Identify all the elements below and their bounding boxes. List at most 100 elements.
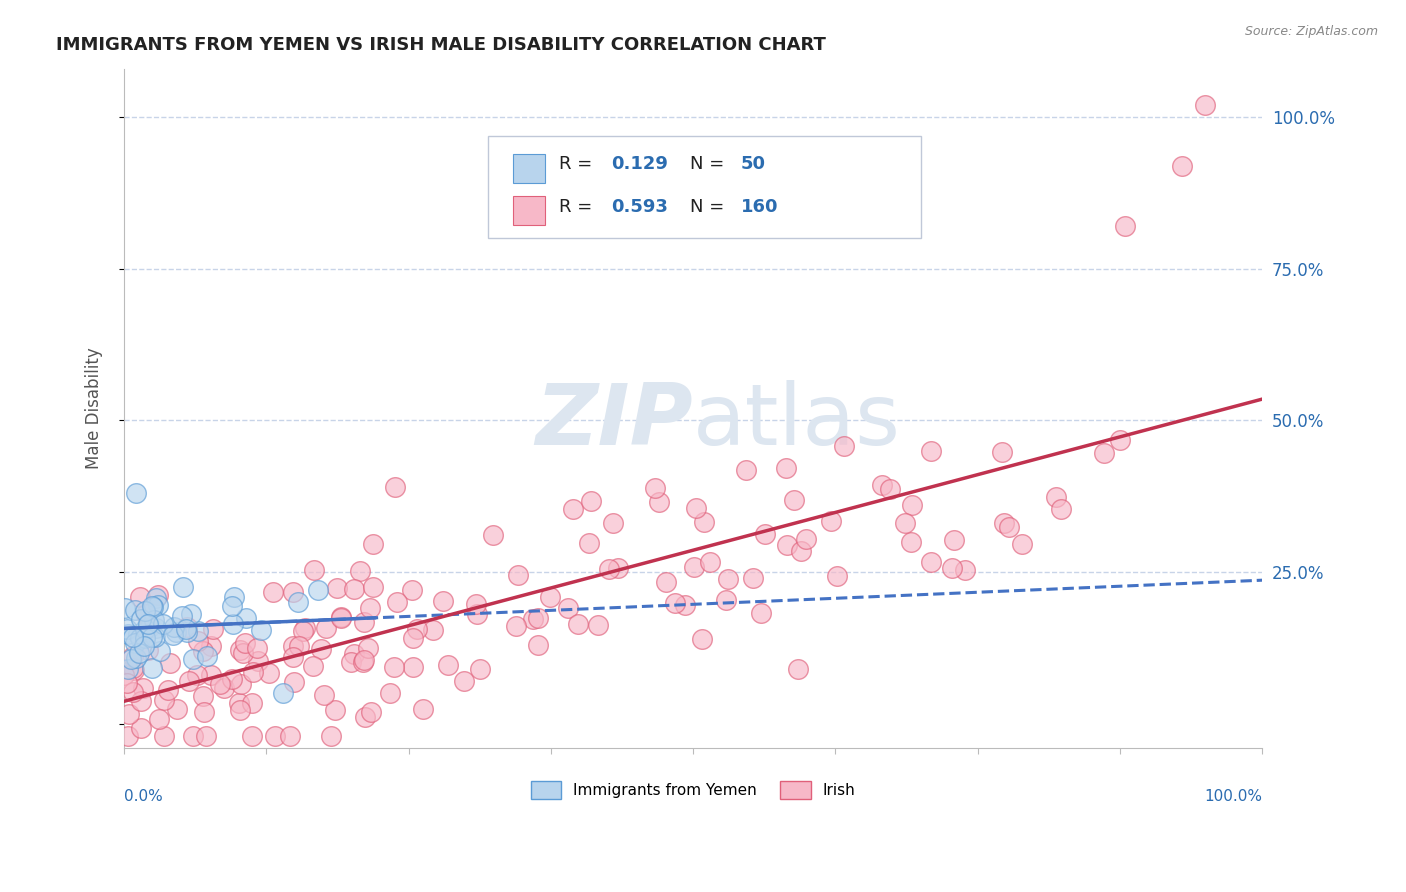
Point — [749, 606, 772, 620]
Point — [145, 591, 167, 606]
Point — [187, 624, 209, 638]
Point — [380, 686, 402, 700]
Point — [323, 703, 346, 717]
Point — [349, 564, 371, 578]
Point — [354, 710, 377, 724]
Point — [900, 535, 922, 549]
Point — [278, 729, 301, 743]
FancyBboxPatch shape — [513, 196, 546, 225]
Point — [186, 668, 208, 682]
Point — [200, 668, 222, 682]
Point — [162, 628, 184, 642]
Point — [232, 647, 254, 661]
Point — [562, 502, 585, 516]
Point — [159, 656, 181, 670]
Point — [406, 622, 429, 636]
Point — [385, 595, 408, 609]
Point — [134, 604, 156, 618]
Point — [1092, 446, 1115, 460]
Point — [538, 590, 561, 604]
Point — [567, 617, 589, 632]
Point — [1049, 502, 1071, 516]
Point — [998, 520, 1021, 534]
Point — [181, 652, 204, 666]
FancyBboxPatch shape — [513, 154, 546, 183]
Point — [1171, 159, 1194, 173]
Point — [152, 617, 174, 632]
Point — [360, 706, 382, 720]
Text: ZIP: ZIP — [536, 380, 693, 463]
Point — [139, 620, 162, 634]
Point — [361, 537, 384, 551]
Point — [754, 527, 776, 541]
Point — [401, 660, 423, 674]
Point — [222, 590, 245, 604]
Point — [402, 631, 425, 645]
Point — [135, 607, 157, 622]
Text: 100.0%: 100.0% — [1204, 789, 1263, 804]
Text: 0.0%: 0.0% — [124, 789, 163, 804]
Point — [825, 569, 848, 583]
Point — [832, 439, 855, 453]
Point — [794, 532, 817, 546]
Point — [172, 580, 194, 594]
Point — [655, 575, 678, 590]
Text: IMMIGRANTS FROM YEMEN VS IRISH MALE DISABILITY CORRELATION CHART: IMMIGRANTS FROM YEMEN VS IRISH MALE DISA… — [56, 36, 827, 54]
Point — [153, 693, 176, 707]
Point — [118, 707, 141, 722]
Point — [432, 594, 454, 608]
Point — [122, 684, 145, 698]
Point — [329, 610, 352, 624]
Point — [993, 516, 1015, 530]
Point — [212, 681, 235, 695]
Point — [714, 593, 737, 607]
Point — [176, 625, 198, 640]
Point — [240, 696, 263, 710]
Point — [249, 623, 271, 637]
Point — [246, 654, 269, 668]
Point — [191, 644, 214, 658]
Point — [422, 623, 444, 637]
Point — [302, 658, 325, 673]
Point — [288, 639, 311, 653]
Point — [221, 599, 243, 614]
Point — [470, 662, 492, 676]
Point — [121, 660, 143, 674]
Point — [716, 573, 738, 587]
Point — [742, 571, 765, 585]
Point — [128, 631, 150, 645]
Point — [699, 555, 721, 569]
Point — [136, 621, 159, 635]
Point — [343, 582, 366, 596]
Point — [790, 543, 813, 558]
Point — [122, 663, 145, 677]
Point — [579, 494, 602, 508]
Point — [464, 597, 486, 611]
Point — [384, 479, 406, 493]
Point — [141, 661, 163, 675]
Point — [242, 665, 264, 680]
Y-axis label: Male Disability: Male Disability — [86, 347, 103, 469]
Point — [138, 617, 160, 632]
Point — [783, 493, 806, 508]
Point — [1045, 490, 1067, 504]
Point — [302, 564, 325, 578]
Point — [326, 581, 349, 595]
Text: N =: N = — [690, 155, 730, 173]
Point — [165, 624, 187, 639]
Point — [174, 622, 197, 636]
Point — [1194, 98, 1216, 112]
Point — [526, 639, 548, 653]
Point — [115, 676, 138, 690]
Point — [128, 646, 150, 660]
Point — [194, 729, 217, 743]
Point — [292, 624, 315, 638]
Point — [228, 696, 250, 710]
Point — [527, 610, 550, 624]
Point — [690, 632, 713, 646]
Point — [129, 721, 152, 735]
Point — [193, 705, 215, 719]
Point — [134, 632, 156, 646]
Point — [180, 607, 202, 622]
Point — [146, 588, 169, 602]
